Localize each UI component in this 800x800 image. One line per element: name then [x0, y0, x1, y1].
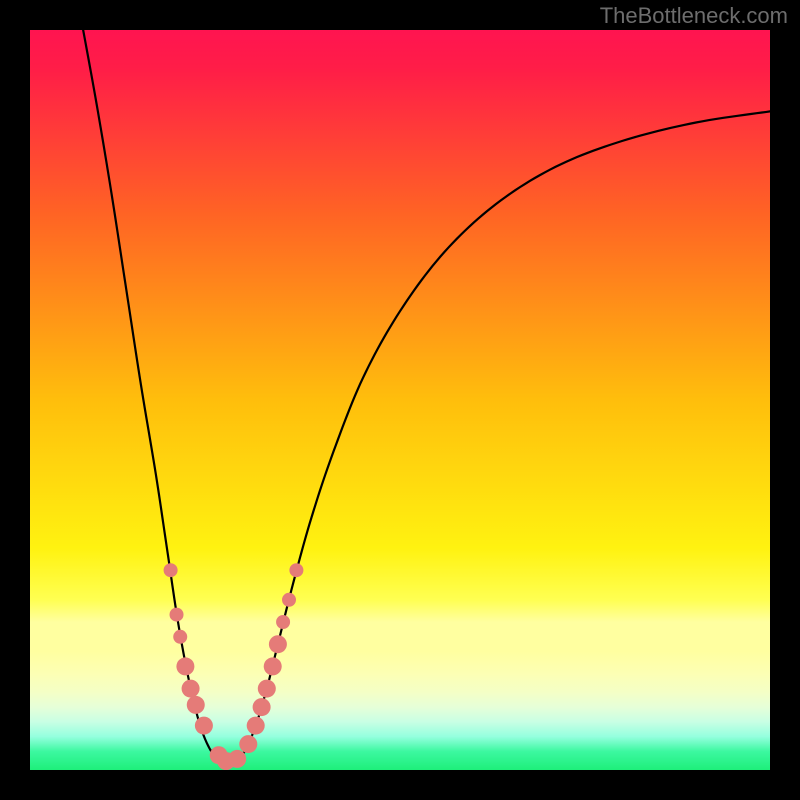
curve-marker [276, 615, 290, 629]
plot-background [30, 30, 770, 770]
curve-marker [289, 563, 303, 577]
curve-marker [269, 635, 287, 653]
curve-marker [247, 717, 265, 735]
chart-canvas: TheBottleneck.com [0, 0, 800, 800]
curve-marker [182, 680, 200, 698]
curve-marker [173, 630, 187, 644]
bottleneck-chart-svg [0, 0, 800, 800]
curve-marker [170, 608, 184, 622]
curve-marker [187, 696, 205, 714]
curve-marker [239, 735, 257, 753]
curve-marker [164, 563, 178, 577]
curve-marker [282, 593, 296, 607]
curve-marker [195, 717, 213, 735]
curve-marker [258, 680, 276, 698]
curve-marker [176, 657, 194, 675]
curve-marker [228, 750, 246, 768]
curve-marker [264, 657, 282, 675]
curve-marker [253, 698, 271, 716]
